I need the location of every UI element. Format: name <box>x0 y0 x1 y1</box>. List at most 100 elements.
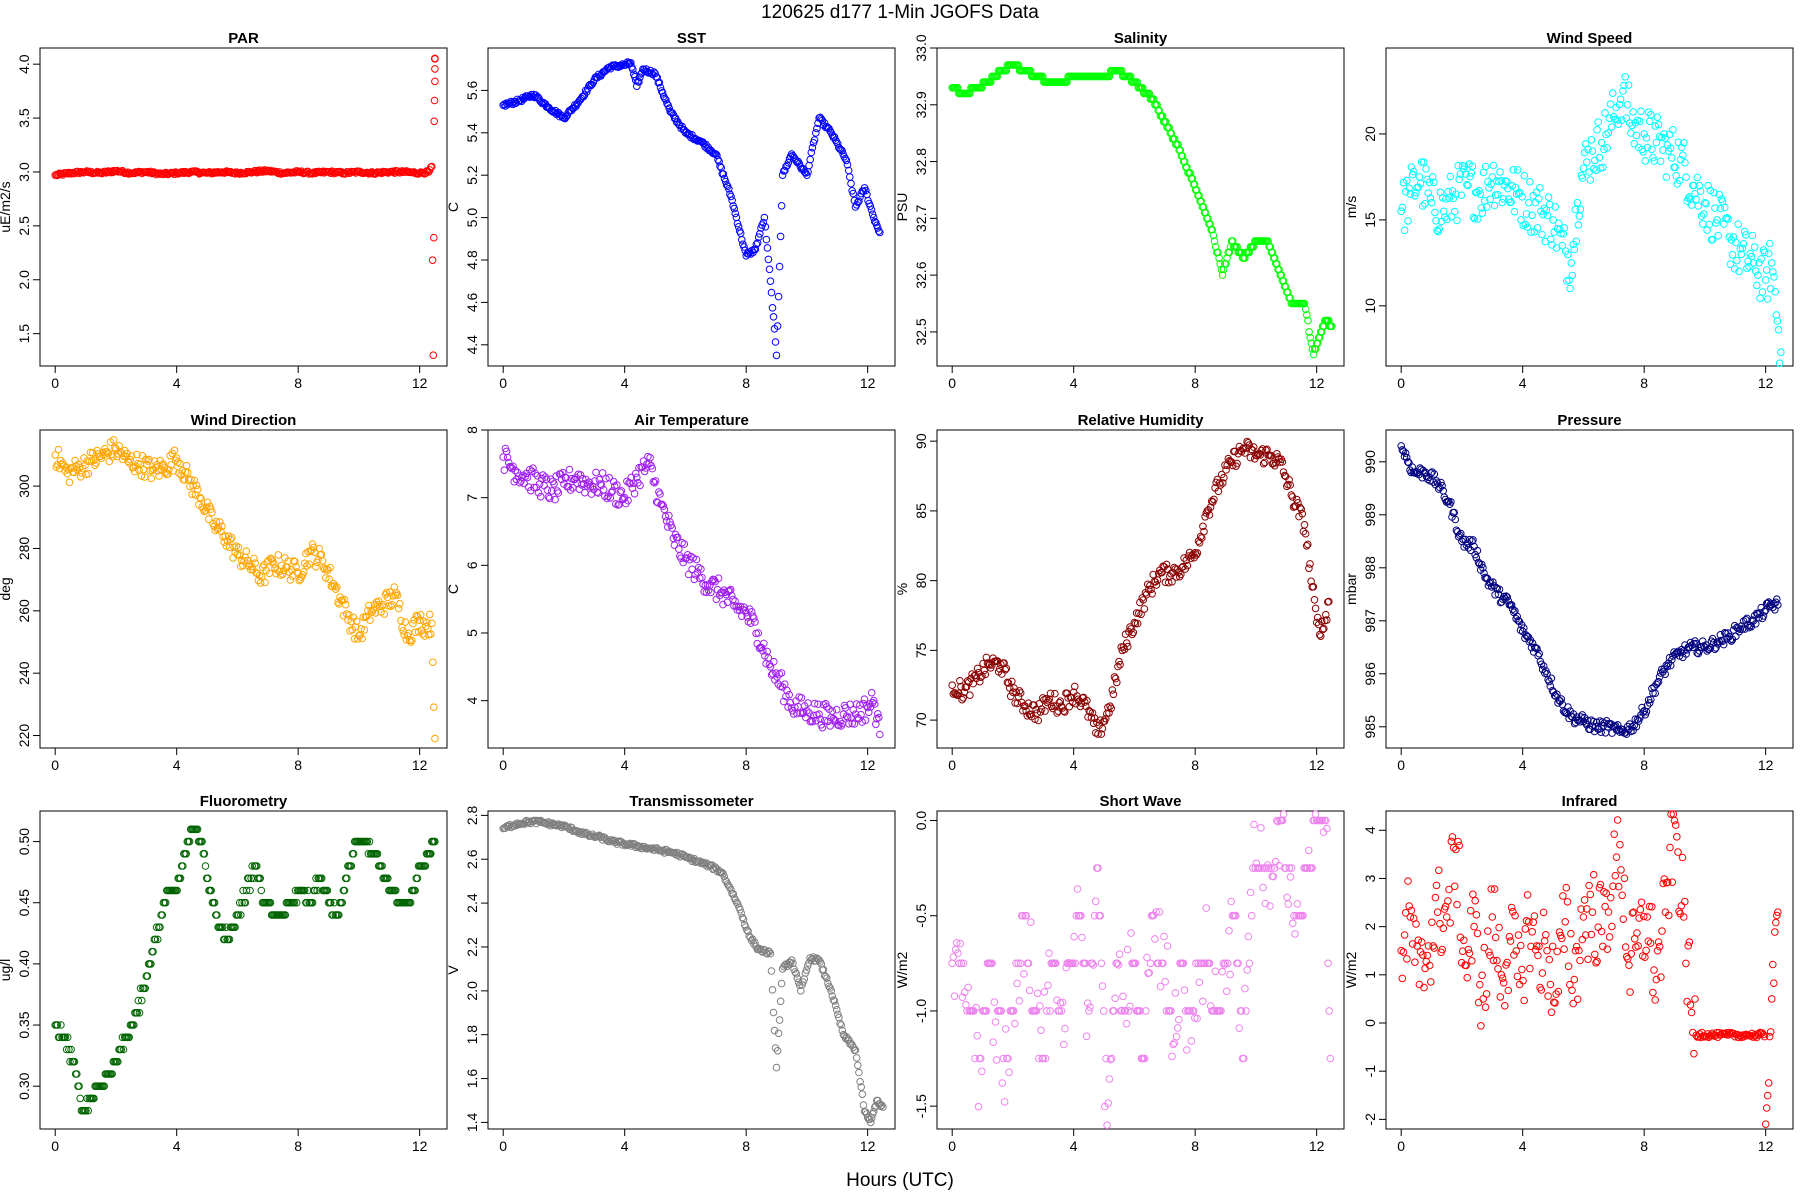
data-point <box>1530 912 1539 920</box>
data-point <box>1327 322 1335 331</box>
data-point <box>871 700 879 708</box>
data-point <box>1769 960 1777 969</box>
data-point <box>872 720 880 729</box>
data-point <box>1399 447 1408 455</box>
data-point <box>1179 959 1188 968</box>
data-point <box>1585 881 1593 890</box>
x-tick-label: 4 <box>621 757 629 773</box>
data-point <box>266 898 275 907</box>
data-point <box>1298 510 1307 518</box>
data-point <box>838 1026 847 1035</box>
y-axis-label: deg <box>0 577 13 600</box>
data-point <box>959 959 968 968</box>
data-point <box>1170 1039 1179 1047</box>
y-tick-label: 5 <box>464 629 480 637</box>
data-point <box>1249 243 1258 251</box>
data-point <box>1648 145 1656 154</box>
data-point <box>1576 205 1585 214</box>
data-point <box>1214 487 1223 496</box>
data-point <box>1489 956 1498 965</box>
data-point <box>394 604 403 613</box>
data-point <box>583 482 591 490</box>
data-point <box>1097 730 1106 738</box>
data-point <box>1089 961 1098 969</box>
data-point <box>1451 515 1460 524</box>
data-point <box>1034 716 1043 725</box>
data-point <box>1612 853 1621 862</box>
data-point <box>728 591 736 600</box>
data-point <box>871 217 879 226</box>
data-point <box>948 959 957 968</box>
data-point <box>1618 891 1626 900</box>
data-point <box>563 823 572 831</box>
x-tick-label: 4 <box>1070 757 1078 773</box>
data-point <box>1111 994 1119 1003</box>
data-point <box>1772 598 1780 607</box>
data-point <box>1029 1007 1037 1015</box>
data-point <box>210 898 219 907</box>
data-point <box>1473 929 1482 938</box>
data-point <box>149 947 157 956</box>
data-point <box>261 578 269 587</box>
data-point <box>1438 482 1446 490</box>
data-point <box>351 623 360 631</box>
data-point <box>1513 166 1522 174</box>
data-point <box>250 862 259 870</box>
data-point <box>1629 908 1638 917</box>
data-point <box>339 611 348 620</box>
data-point <box>147 960 155 968</box>
data-point <box>753 239 762 247</box>
data-point <box>1446 172 1455 181</box>
plot-frame <box>936 47 1345 367</box>
data-point <box>1285 864 1294 872</box>
y-tick-label: 220 <box>16 724 32 748</box>
data-point <box>309 543 318 552</box>
data-point <box>1417 158 1426 166</box>
data-point <box>176 874 185 883</box>
data-point <box>1487 885 1495 893</box>
data-point <box>1205 511 1214 519</box>
data-point <box>173 886 181 895</box>
data-point <box>531 469 540 478</box>
y-axis-label: C <box>445 202 461 212</box>
data-point <box>619 495 628 503</box>
data-point <box>767 288 776 297</box>
data-point <box>1668 154 1676 162</box>
data-point <box>1640 130 1648 138</box>
data-point <box>1685 938 1694 946</box>
x-tick-label: 8 <box>1191 1138 1199 1154</box>
data-point <box>1677 143 1686 152</box>
data-point <box>84 470 93 478</box>
data-point <box>1152 908 1160 916</box>
data-point <box>1218 271 1227 279</box>
data-point <box>57 1021 65 1029</box>
data-point <box>317 874 326 883</box>
data-point <box>1397 442 1405 450</box>
data-point <box>948 681 957 690</box>
y-tick-label: 75 <box>913 642 929 658</box>
x-tick-label: 8 <box>1640 757 1648 773</box>
data-point <box>427 630 435 639</box>
data-point <box>1690 181 1698 190</box>
data-point <box>1450 508 1458 517</box>
data-point <box>677 554 685 563</box>
data-point <box>660 505 669 514</box>
data-point <box>196 837 204 846</box>
data-point <box>592 468 600 477</box>
data-point <box>654 498 662 507</box>
data-point <box>1154 959 1163 968</box>
data-point <box>616 62 625 71</box>
data-point <box>1540 204 1548 213</box>
data-point <box>1077 911 1085 920</box>
data-point <box>721 177 730 186</box>
data-point <box>1422 165 1430 173</box>
data-point <box>291 557 299 566</box>
data-points <box>499 58 884 360</box>
data-point <box>264 556 273 565</box>
data-point <box>1044 981 1052 990</box>
data-point <box>1027 918 1035 927</box>
data-point <box>1186 1007 1194 1015</box>
data-point <box>777 979 786 988</box>
data-point <box>1036 1002 1044 1010</box>
data-point <box>252 862 261 870</box>
